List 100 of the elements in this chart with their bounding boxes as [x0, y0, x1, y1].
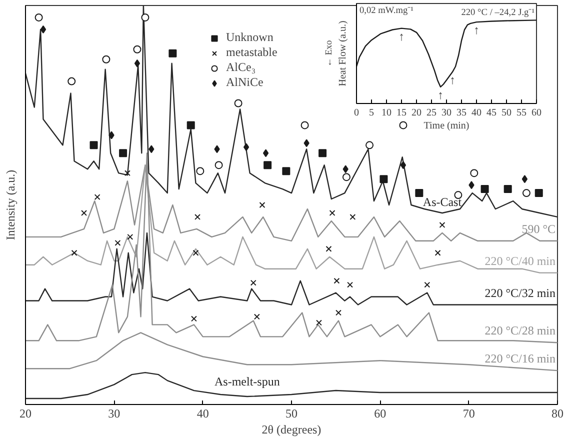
- point: [81, 210, 87, 216]
- point: [326, 246, 332, 252]
- point: [186, 121, 195, 130]
- series-label: As-Cast: [422, 194, 462, 209]
- point: [259, 202, 266, 208]
- series-label: 220 °C/28 min: [484, 324, 556, 338]
- point: [282, 167, 290, 176]
- point: [342, 173, 350, 182]
- point: [350, 214, 356, 220]
- x-axis-title: Time (min): [424, 120, 470, 132]
- x-tick-label: 40: [196, 406, 209, 420]
- x-tick-label: 10: [382, 108, 392, 118]
- x-tick-label: 70: [462, 406, 475, 420]
- point: [214, 145, 220, 154]
- legend-label: metastable: [226, 45, 278, 60]
- y-axis-title: Heat Flow (a.u.): [338, 20, 348, 86]
- x-tick-label: 35: [456, 108, 466, 118]
- legend-label: AlCe₃: [226, 60, 256, 75]
- point: [522, 175, 528, 184]
- point: [434, 250, 441, 256]
- point: [148, 145, 154, 154]
- point: [468, 181, 474, 190]
- point: [243, 143, 250, 152]
- x-tick-label: 60: [532, 108, 542, 118]
- annotation: ↑: [438, 88, 444, 102]
- x-tick-label: 25: [426, 108, 436, 118]
- point: [141, 13, 150, 22]
- point: [192, 250, 199, 256]
- point: [133, 45, 142, 54]
- point: [214, 161, 223, 170]
- point: [480, 185, 489, 194]
- legend-label: Unknown: [226, 30, 274, 45]
- point: [124, 170, 130, 176]
- point: [196, 167, 204, 176]
- x-tick-label: 30: [442, 108, 452, 118]
- point: [318, 149, 327, 158]
- point: [470, 169, 478, 178]
- annotation: ↑: [398, 29, 404, 44]
- point: [262, 149, 269, 158]
- point: [522, 189, 530, 198]
- point: [194, 214, 200, 220]
- point: [342, 165, 348, 174]
- x-tick-label: 40: [472, 108, 482, 118]
- point: [534, 189, 543, 198]
- point: [127, 234, 134, 240]
- point: [108, 131, 114, 140]
- point: [34, 13, 43, 22]
- point: [334, 278, 340, 284]
- point: [366, 141, 374, 150]
- point: [347, 282, 353, 288]
- point: [424, 282, 430, 288]
- point: [134, 59, 140, 68]
- x-tick-label: 45: [486, 108, 496, 118]
- annotation: ↑: [450, 72, 456, 87]
- series-label: 590 °C: [522, 222, 556, 236]
- x-tick-label: 0: [354, 108, 359, 118]
- point: [254, 314, 260, 320]
- x-tick-label: 50: [502, 108, 512, 118]
- x-tick-label: 50: [286, 406, 298, 420]
- point: [234, 99, 242, 108]
- x-tick-label: 20: [412, 108, 422, 118]
- point: [415, 189, 424, 198]
- point: [264, 161, 272, 170]
- point: [71, 250, 78, 256]
- annotation: 0,02 mW.mg⁻¹: [360, 6, 414, 16]
- x-tick-label: 80: [552, 406, 564, 420]
- point: [336, 310, 342, 316]
- point: [400, 161, 406, 170]
- point: [119, 149, 128, 158]
- legend-label: AlNiCe: [226, 75, 264, 90]
- y-axis-title: Intensity (a.u.): [4, 170, 18, 240]
- point: [114, 240, 121, 246]
- point: [168, 49, 177, 58]
- x-tick-label: 30: [108, 406, 120, 420]
- point: [399, 121, 408, 130]
- point: [102, 55, 110, 64]
- point: [304, 139, 310, 148]
- point: [316, 320, 322, 326]
- series-label: 220 °C/16 min: [484, 352, 556, 366]
- point: [190, 316, 197, 322]
- point: [250, 280, 256, 286]
- point: [90, 141, 98, 150]
- series-label: 220 °C/40 min: [484, 254, 556, 268]
- point: [94, 194, 100, 200]
- x-tick-label: 55: [516, 108, 526, 118]
- x-axis-title: 2θ (degrees): [262, 422, 322, 436]
- point: [329, 210, 336, 216]
- x-tick-label: 20: [20, 406, 32, 420]
- point: [439, 222, 446, 228]
- x-tick-label: 15: [396, 108, 406, 118]
- point: [504, 185, 512, 194]
- x-tick-label: 60: [374, 406, 386, 420]
- point: [300, 121, 309, 130]
- series-label: 220 °C/32 min: [484, 286, 556, 300]
- point: [40, 25, 46, 34]
- x-tick-label: 5: [369, 108, 374, 118]
- annotation: 220 °C / –24,2 J.g⁻¹: [461, 8, 535, 18]
- point: [380, 175, 388, 184]
- point: [68, 77, 76, 86]
- annotation: ← Exo: [324, 40, 334, 67]
